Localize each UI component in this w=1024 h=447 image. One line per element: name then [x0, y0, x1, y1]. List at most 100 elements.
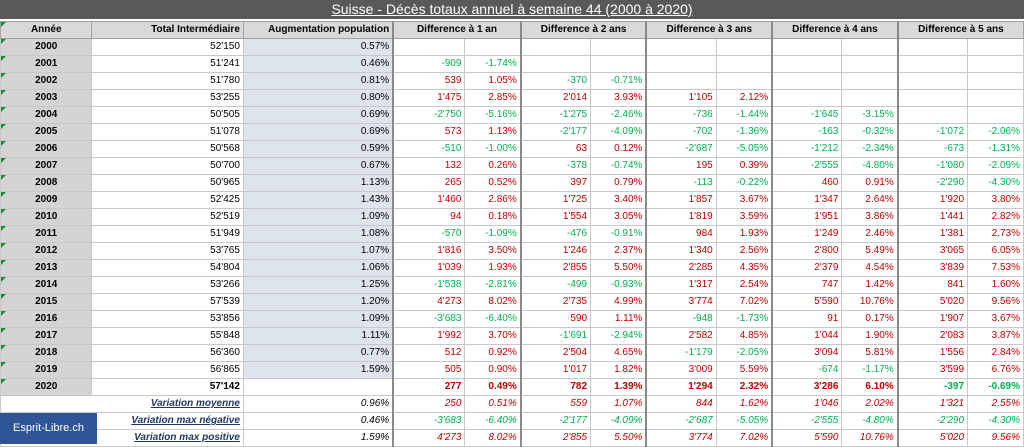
diff-value-cell[interactable]: 3'065 [896, 242, 969, 260]
diff-pct-cell[interactable]: -6.40% [464, 310, 522, 328]
diff-value-cell[interactable] [519, 38, 592, 56]
diff-pct-cell[interactable]: -1.74% [464, 55, 522, 73]
diff-value-cell[interactable]: 195 [645, 157, 717, 175]
summary-value-cell[interactable]: 1'321 [896, 395, 969, 413]
year-cell[interactable]: 2000 [0, 38, 93, 56]
diff-pct-cell[interactable] [967, 106, 1024, 124]
diff-value-cell[interactable]: 1'317 [645, 276, 717, 294]
summary-value-cell[interactable]: 559 [519, 395, 592, 413]
pop-cell[interactable]: 1.06% [242, 259, 394, 277]
diff-pct-cell[interactable] [967, 72, 1024, 90]
diff-value-cell[interactable]: 2'855 [519, 259, 592, 277]
diff-pct-cell[interactable]: 2.54% [715, 276, 773, 294]
pop-cell[interactable]: 0.59% [242, 140, 394, 158]
diff-value-cell[interactable]: 94 [392, 208, 466, 226]
diff-pct-cell[interactable]: 7.53% [967, 259, 1024, 277]
diff-value-cell[interactable]: 1'725 [519, 191, 592, 209]
diff-value-cell[interactable]: 3'094 [771, 344, 843, 362]
pop-cell[interactable]: 1.09% [242, 208, 394, 226]
diff-value-cell[interactable]: -1'538 [392, 276, 466, 294]
total-cell[interactable]: 57'142 [91, 378, 244, 396]
diff-pct-cell[interactable]: 6.10% [841, 378, 899, 396]
pop-cell[interactable]: 0.77% [242, 344, 394, 362]
diff-value-cell[interactable]: 1'017 [519, 361, 592, 379]
year-cell[interactable]: 2009 [0, 191, 93, 209]
diff-pct-cell[interactable]: 4.85% [715, 327, 773, 345]
summary-value-cell[interactable]: 1'046 [771, 395, 843, 413]
diff-value-cell[interactable]: -510 [392, 140, 466, 158]
pop-cell[interactable]: 1.07% [242, 242, 394, 260]
diff-pct-cell[interactable] [967, 89, 1024, 107]
diff-value-cell[interactable]: 1'816 [392, 242, 466, 260]
pop-cell[interactable]: 0.67% [242, 157, 394, 175]
total-cell[interactable]: 51'780 [91, 72, 244, 90]
diff-pct-cell[interactable]: 5.49% [841, 242, 899, 260]
year-cell[interactable]: 2012 [0, 242, 93, 260]
diff-value-cell[interactable] [771, 38, 843, 56]
diff-pct-cell[interactable]: -2.81% [464, 276, 522, 294]
diff-value-cell[interactable]: 1'381 [896, 225, 969, 243]
total-cell[interactable]: 51'949 [91, 225, 244, 243]
diff-value-cell[interactable]: 2'504 [519, 344, 592, 362]
diff-value-cell[interactable]: -1'275 [519, 106, 592, 124]
diff-value-cell[interactable]: 1'556 [896, 344, 969, 362]
diff-value-cell[interactable]: -397 [896, 378, 969, 396]
diff-value-cell[interactable]: -948 [645, 310, 717, 328]
diff-value-cell[interactable]: -1'080 [896, 157, 969, 175]
diff-value-cell[interactable]: 1'951 [771, 208, 843, 226]
diff-pct-cell[interactable]: 3.86% [841, 208, 899, 226]
diff-pct-cell[interactable]: 2.56% [715, 242, 773, 260]
total-cell[interactable]: 50'700 [91, 157, 244, 175]
diff-pct-cell[interactable]: -1.73% [715, 310, 773, 328]
diff-pct-cell[interactable]: 2.64% [841, 191, 899, 209]
diff-pct-cell[interactable]: -2.06% [967, 123, 1024, 141]
diff-pct-cell[interactable]: -1.44% [715, 106, 773, 124]
diff-value-cell[interactable]: 3'009 [645, 361, 717, 379]
year-cell[interactable]: 2017 [0, 327, 93, 345]
diff-pct-cell[interactable]: 0.18% [464, 208, 522, 226]
header-diff-2[interactable]: Difference à 2 ans [519, 21, 647, 39]
total-cell[interactable]: 53'255 [91, 89, 244, 107]
total-cell[interactable]: 57'539 [91, 293, 244, 311]
diff-pct-cell[interactable]: -1.00% [464, 140, 522, 158]
diff-value-cell[interactable]: 265 [392, 174, 466, 192]
year-cell[interactable]: 2002 [0, 72, 93, 90]
diff-pct-cell[interactable]: -4.80% [841, 157, 899, 175]
diff-pct-cell[interactable]: 0.17% [841, 310, 899, 328]
diff-pct-cell[interactable]: 3.59% [715, 208, 773, 226]
diff-value-cell[interactable]: 3'286 [771, 378, 843, 396]
pop-cell[interactable]: 1.08% [242, 225, 394, 243]
diff-value-cell[interactable]: -673 [896, 140, 969, 158]
diff-pct-cell[interactable]: 1.82% [590, 361, 647, 379]
diff-value-cell[interactable]: -1'645 [771, 106, 843, 124]
diff-value-cell[interactable]: 91 [771, 310, 843, 328]
summary-pct-cell[interactable]: -6.40% [464, 412, 522, 430]
summary-value-cell[interactable]: 3'774 [645, 429, 717, 447]
diff-pct-cell[interactable]: -0.74% [590, 157, 647, 175]
total-cell[interactable]: 51'078 [91, 123, 244, 141]
diff-value-cell[interactable]: 2'379 [771, 259, 843, 277]
diff-pct-cell[interactable]: 3.40% [590, 191, 647, 209]
diff-value-cell[interactable]: 841 [896, 276, 969, 294]
diff-value-cell[interactable]: 539 [392, 72, 466, 90]
diff-pct-cell[interactable] [715, 72, 773, 90]
summary-pct-cell[interactable]: 1.62% [715, 395, 773, 413]
year-cell[interactable]: 2020 [0, 378, 93, 396]
diff-value-cell[interactable]: -570 [392, 225, 466, 243]
diff-pct-cell[interactable]: 3.67% [715, 191, 773, 209]
diff-pct-cell[interactable] [590, 55, 647, 73]
diff-pct-cell[interactable]: 9.56% [967, 293, 1024, 311]
year-cell[interactable]: 2003 [0, 89, 93, 107]
year-cell[interactable]: 2005 [0, 123, 93, 141]
diff-value-cell[interactable]: -378 [519, 157, 592, 175]
diff-pct-cell[interactable]: -3.15% [841, 106, 899, 124]
pop-cell[interactable]: 0.69% [242, 106, 394, 124]
pop-cell[interactable]: 1.25% [242, 276, 394, 294]
diff-value-cell[interactable] [771, 72, 843, 90]
header-diff-5[interactable]: Difference à 5 ans [896, 21, 1024, 39]
total-cell[interactable]: 50'505 [91, 106, 244, 124]
diff-pct-cell[interactable]: 1.13% [464, 123, 522, 141]
diff-pct-cell[interactable]: -0.69% [967, 378, 1024, 396]
pop-cell[interactable]: 1.20% [242, 293, 394, 311]
diff-pct-cell[interactable]: 3.87% [967, 327, 1024, 345]
